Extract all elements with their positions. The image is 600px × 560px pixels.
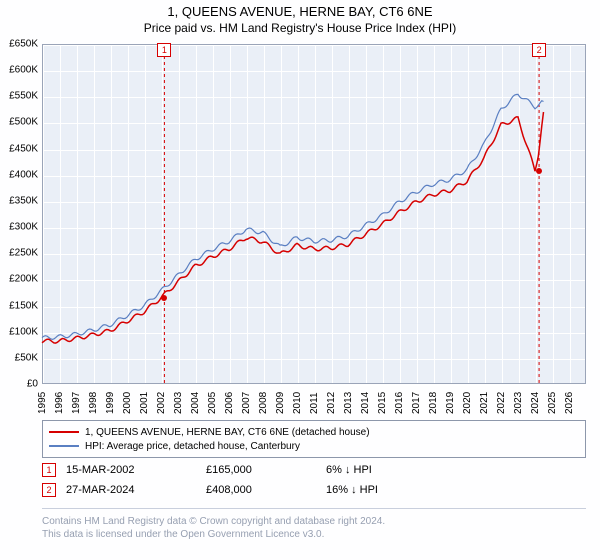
x-axis-label: 2015 bbox=[377, 392, 388, 414]
x-axis-label: 2002 bbox=[156, 392, 167, 414]
x-axis-label: 2000 bbox=[122, 392, 133, 414]
sale-point-dot bbox=[536, 168, 542, 174]
x-axis-label: 1998 bbox=[88, 392, 99, 414]
y-axis-label: £200K bbox=[9, 274, 38, 285]
y-axis-label: £250K bbox=[9, 248, 38, 259]
y-axis-labels: £0£50K£100K£150K£200K£250K£300K£350K£400… bbox=[0, 44, 40, 384]
x-axis-label: 1999 bbox=[105, 392, 116, 414]
chart-subtitle: Price paid vs. HM Land Registry's House … bbox=[0, 21, 600, 35]
chart-lines bbox=[42, 44, 586, 384]
y-axis-label: £350K bbox=[9, 195, 38, 206]
legend-swatch bbox=[49, 431, 79, 433]
attribution-line2: This data is licensed under the Open Gov… bbox=[42, 528, 586, 541]
x-axis-label: 1997 bbox=[71, 392, 82, 414]
legend-row: HPI: Average price, detached house, Cant… bbox=[49, 439, 579, 453]
x-axis-label: 2010 bbox=[292, 392, 303, 414]
x-axis-label: 2003 bbox=[173, 392, 184, 414]
x-axis-label: 2026 bbox=[564, 392, 575, 414]
attribution-line1: Contains HM Land Registry data © Crown c… bbox=[42, 515, 586, 528]
x-axis-label: 2018 bbox=[428, 392, 439, 414]
x-axis-label: 2008 bbox=[258, 392, 269, 414]
sale-hpi-diff: 6% ↓ HPI bbox=[326, 464, 426, 476]
x-axis-label: 2025 bbox=[547, 392, 558, 414]
y-axis-label: £300K bbox=[9, 222, 38, 233]
chart-plot-area: 12 bbox=[42, 44, 586, 384]
x-axis-label: 2021 bbox=[479, 392, 490, 414]
sale-point-dot bbox=[161, 295, 167, 301]
sale-price: £408,000 bbox=[206, 484, 326, 496]
sales-table: 1 15-MAR-2002 £165,000 6% ↓ HPI 2 27-MAR… bbox=[42, 460, 586, 500]
y-axis-label: £500K bbox=[9, 117, 38, 128]
sale-date: 27-MAR-2024 bbox=[66, 484, 206, 496]
x-axis-label: 2012 bbox=[326, 392, 337, 414]
x-axis-label: 2004 bbox=[190, 392, 201, 414]
sale-date: 15-MAR-2002 bbox=[66, 464, 206, 476]
sale-row: 1 15-MAR-2002 £165,000 6% ↓ HPI bbox=[42, 460, 586, 480]
chart-title-block: 1, QUEENS AVENUE, HERNE BAY, CT6 6NE Pri… bbox=[0, 0, 600, 35]
y-axis-label: £400K bbox=[9, 169, 38, 180]
y-axis-label: £0 bbox=[27, 379, 38, 390]
sale-marker-flag: 2 bbox=[532, 43, 546, 57]
x-axis-label: 2007 bbox=[241, 392, 252, 414]
y-axis-label: £600K bbox=[9, 65, 38, 76]
y-axis-label: £550K bbox=[9, 91, 38, 102]
y-axis-label: £150K bbox=[9, 300, 38, 311]
sale-price: £165,000 bbox=[206, 464, 326, 476]
x-axis-label: 2019 bbox=[445, 392, 456, 414]
legend-label: HPI: Average price, detached house, Cant… bbox=[85, 441, 300, 452]
chart-title: 1, QUEENS AVENUE, HERNE BAY, CT6 6NE bbox=[0, 4, 600, 19]
x-axis-label: 2001 bbox=[139, 392, 150, 414]
sale-hpi-diff: 16% ↓ HPI bbox=[326, 484, 426, 496]
y-axis-label: £100K bbox=[9, 326, 38, 337]
legend-swatch bbox=[49, 445, 79, 447]
x-axis-label: 2013 bbox=[343, 392, 354, 414]
y-axis-label: £450K bbox=[9, 143, 38, 154]
x-axis-label: 2017 bbox=[411, 392, 422, 414]
x-axis-label: 2016 bbox=[394, 392, 405, 414]
sale-marker-icon: 2 bbox=[42, 483, 56, 497]
legend-row: 1, QUEENS AVENUE, HERNE BAY, CT6 6NE (de… bbox=[49, 425, 579, 439]
x-axis-label: 2020 bbox=[462, 392, 473, 414]
x-axis-label: 2024 bbox=[530, 392, 541, 414]
x-axis-label: 1996 bbox=[54, 392, 65, 414]
legend-label: 1, QUEENS AVENUE, HERNE BAY, CT6 6NE (de… bbox=[85, 427, 370, 438]
chart-legend: 1, QUEENS AVENUE, HERNE BAY, CT6 6NE (de… bbox=[42, 420, 586, 458]
x-axis-labels: 1995199619971998199920002001200220032004… bbox=[42, 386, 586, 418]
x-axis-label: 2023 bbox=[513, 392, 524, 414]
sale-row: 2 27-MAR-2024 £408,000 16% ↓ HPI bbox=[42, 480, 586, 500]
x-axis-label: 2005 bbox=[207, 392, 218, 414]
x-axis-label: 2022 bbox=[496, 392, 507, 414]
x-axis-label: 2011 bbox=[309, 392, 320, 414]
attribution-text: Contains HM Land Registry data © Crown c… bbox=[42, 508, 586, 541]
y-axis-label: £50K bbox=[15, 352, 38, 363]
x-axis-label: 1995 bbox=[37, 392, 48, 414]
sale-marker-icon: 1 bbox=[42, 463, 56, 477]
x-axis-label: 2006 bbox=[224, 392, 235, 414]
x-axis-label: 2009 bbox=[275, 392, 286, 414]
y-axis-label: £650K bbox=[9, 39, 38, 50]
x-axis-label: 2014 bbox=[360, 392, 371, 414]
sale-marker-flag: 1 bbox=[157, 43, 171, 57]
